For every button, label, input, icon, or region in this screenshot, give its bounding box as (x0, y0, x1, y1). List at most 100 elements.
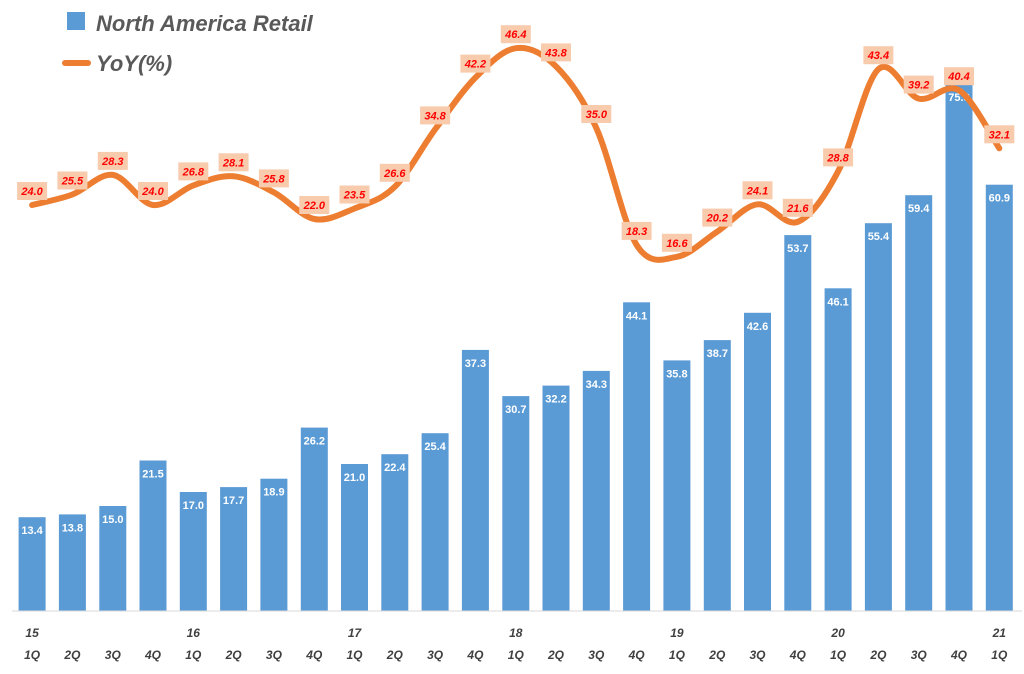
x-tick-quarter-6: 3Q (266, 648, 283, 662)
yoy-label-box-13 (541, 43, 571, 62)
legend: North America Retail YoY(%) (62, 11, 314, 76)
bar-17 (703, 340, 731, 611)
bar-12 (502, 396, 530, 611)
bar-18 (744, 312, 771, 611)
x-tick-quarter-21: 2Q (869, 648, 887, 662)
yoy-label-box-19 (782, 198, 813, 217)
bar-label-24: 60.9 (989, 193, 1010, 205)
x-tick-quarter-19: 4Q (789, 648, 807, 662)
bar-11 (461, 349, 489, 611)
x-tick-year-12: 18 (509, 626, 523, 640)
bar-label-19: 53.7 (787, 243, 808, 255)
bar-24 (985, 184, 1013, 611)
x-tick-quarter-2: 3Q (105, 648, 122, 662)
bar-label-7: 26.2 (304, 436, 325, 448)
yoy-label-box-17 (702, 208, 733, 227)
x-tick-quarter-7: 4Q (305, 648, 323, 662)
x-tick-labels: 15 1Q 2Q 3Q 4Q 16 1Q 2Q 3Q 4Q 17 1Q 2Q 3Q 4Q 18 1Q 2Q 3Q 4Q… (24, 626, 1008, 662)
yoy-label-12: 46.4 (504, 29, 526, 41)
bar-label-16: 35.8 (666, 368, 687, 380)
yoy-label-box-21 (863, 46, 894, 65)
bar-15 (623, 302, 651, 611)
yoy-label-11: 42.2 (464, 59, 486, 71)
x-tick-quarter-0: 1Q (24, 648, 41, 662)
bar-label-15: 44.1 (626, 310, 647, 322)
yoy-label-box-15 (621, 221, 652, 240)
yoy-label-box-12 (500, 25, 531, 44)
bar-16 (663, 360, 691, 611)
yoy-label-5: 28.1 (222, 157, 244, 169)
yoy-label-15: 18.3 (626, 226, 647, 238)
x-tick-quarter-13: 2Q (547, 648, 565, 662)
x-tick-quarter-9: 2Q (386, 648, 404, 662)
x-tick-year-8: 17 (348, 626, 363, 640)
yoy-label-box-3 (138, 182, 168, 200)
bar-0 (18, 517, 46, 611)
yoy-label-box-8 (339, 185, 370, 204)
yoy-label-14: 35.0 (586, 109, 608, 121)
x-tick-year-0: 15 (25, 626, 39, 640)
x-tick-quarter-3: 4Q (144, 648, 162, 662)
bar-label-4: 17.0 (183, 500, 204, 512)
bar-label-20: 46.1 (827, 296, 848, 308)
yoy-label-23: 40.4 (947, 71, 969, 83)
yoy-label-1: 25.5 (61, 176, 84, 188)
yoy-label-7: 22.0 (303, 200, 326, 212)
bar-14 (582, 370, 610, 611)
yoy-label-16: 16.6 (666, 238, 688, 250)
bar-label-0: 13.4 (21, 525, 43, 537)
yoy-label-box-18 (742, 181, 773, 200)
bar-label-13: 32.2 (545, 394, 566, 406)
x-tick-year-24: 21 (992, 626, 1007, 640)
bar-label-11: 37.3 (465, 358, 486, 370)
x-tick-quarter-20: 1Q (830, 648, 847, 662)
x-tick-quarter-8: 1Q (346, 648, 363, 662)
bar-8 (341, 464, 368, 611)
yoy-label-22: 39.2 (908, 80, 929, 92)
bar-label-14: 34.3 (586, 379, 607, 391)
yoy-label-4: 26.8 (182, 166, 205, 178)
yoy-label-3: 24.0 (141, 186, 164, 198)
bar-label-2: 15.0 (102, 514, 123, 526)
yoy-label-box-5 (218, 153, 249, 172)
bars-group: 13.4 13.8 15.0 21.5 17.0 17.7 18.9 26.2 21.0 22.4… (18, 83, 1013, 611)
x-tick-quarter-22: 3Q (911, 648, 928, 662)
yoy-label-box-2 (97, 151, 128, 170)
bar-20 (824, 288, 852, 611)
yoy-label-24: 32.1 (989, 129, 1010, 141)
yoy-label-19: 21.6 (786, 203, 809, 215)
x-tick-quarter-12: 1Q (508, 648, 525, 662)
bar-21 (864, 223, 892, 611)
x-tick-quarter-14: 3Q (588, 648, 605, 662)
bar-label-17: 38.7 (707, 348, 728, 360)
x-tick-quarter-11: 4Q (466, 648, 484, 662)
x-tick-year-20: 20 (830, 626, 845, 640)
bar-19 (784, 235, 812, 611)
yoy-label-box-7 (299, 196, 330, 214)
yoy-label-box-22 (903, 75, 934, 94)
bar-13 (542, 385, 570, 611)
x-tick-year-16: 19 (670, 626, 684, 640)
bar-5 (220, 487, 248, 611)
bar-label-22: 59.4 (908, 203, 930, 215)
yoy-label-21: 43.4 (867, 50, 889, 62)
bar-label-1: 13.8 (62, 522, 83, 534)
yoy-label-box-20 (823, 148, 854, 167)
bar-23 (945, 83, 973, 611)
yoy-line (29, 44, 1003, 263)
bar-label-6: 18.9 (263, 487, 284, 499)
yoy-label-box-1 (57, 171, 88, 190)
yoy-label-8: 23.5 (343, 190, 366, 202)
bar-10 (421, 433, 449, 611)
bar-label-18: 42.6 (747, 321, 768, 333)
bar-label-9: 22.4 (384, 462, 406, 474)
yoy-label-0: 24.0 (20, 186, 43, 198)
bar-3 (139, 460, 167, 611)
yoy-label-20: 28.8 (826, 152, 849, 164)
yoy-line-group: 24.0 25.5 28.3 24.0 26.8 28.1 25.8 22.0 23.5 26.6… (17, 25, 1015, 263)
yoy-label-13: 43.8 (544, 47, 567, 59)
x-tick-quarter-17: 2Q (708, 648, 726, 662)
yoy-label-18: 24.1 (746, 185, 768, 197)
bar-6 (260, 478, 288, 611)
bar-label-8: 21.0 (344, 472, 365, 484)
